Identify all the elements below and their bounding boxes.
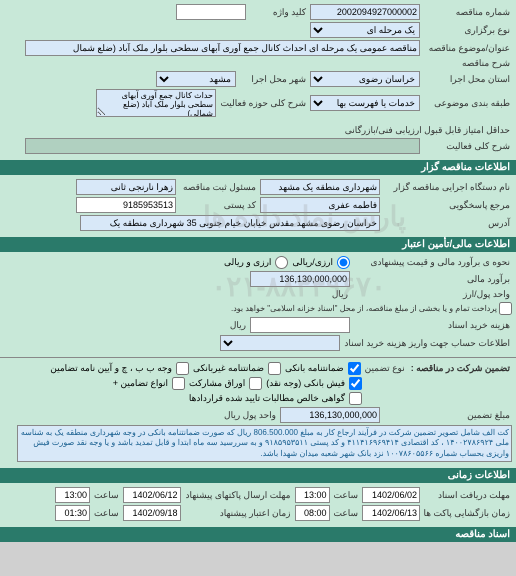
tender-info-section: شماره مناقصه کلید واژه نوع برگزاری یک مر…: [0, 0, 516, 160]
method-opt2-label: ارزی و ریالی: [224, 257, 271, 268]
activity-input[interactable]: حداث کانال جمع آوری آبهای سطحی بلوار ملک…: [96, 89, 216, 117]
validity-date-input[interactable]: [123, 505, 181, 521]
send-label: مهلت ارسال پاکتهای پیشنهاد: [183, 490, 293, 501]
estimate-label: برآورد مالی: [352, 274, 512, 285]
province-label: استان محل اجرا: [422, 74, 512, 85]
unit-value: ریال: [330, 289, 350, 300]
timing-header: اطلاعات زمانی: [0, 468, 516, 483]
g-nonbank-label: ضمانتنامه غیربانکی: [193, 363, 264, 374]
g-plus-label: انواع تضامین +: [113, 378, 168, 389]
g-plus-chk[interactable]: [172, 377, 185, 390]
field-input[interactable]: [25, 138, 420, 154]
g-confirmed-label: گواهی خالص مطالبات تایید شده قراردادها: [189, 393, 345, 404]
category-select[interactable]: خدمات یا فهرست بها: [310, 95, 420, 111]
g-bonds-chk[interactable]: [249, 377, 262, 390]
activity-label: شرح کلی حوزه فعالیت: [218, 98, 308, 109]
send-date-input[interactable]: [123, 487, 181, 503]
g-note: کت الف شامل تصویر تضمین شرکت در فرآیند ا…: [17, 425, 512, 462]
validity-time-input[interactable]: [55, 505, 90, 521]
postcode-label: کد پستی: [178, 200, 258, 211]
field-label: شرح کلی فعالیت: [422, 141, 512, 152]
category-label: طبقه بندی موضوعی: [422, 98, 512, 109]
address-label: آدرس: [382, 218, 512, 229]
doc-buy-input[interactable]: [250, 317, 350, 333]
keyword-input[interactable]: [176, 4, 246, 20]
guarantee-type-label: نوع تضمین: [363, 363, 407, 374]
g-bonds-label: اوراق مشارکت: [189, 378, 245, 389]
receive-time-input[interactable]: [295, 487, 330, 503]
type-select[interactable]: یک مرحله ای: [310, 22, 420, 38]
unit-label: واحد پول/ارز: [352, 289, 512, 300]
open-date-input[interactable]: [362, 505, 420, 521]
tenderer-header: اطلاعات مناقصه گزار: [0, 160, 516, 175]
open-label: زمان بازگشایی پاکت ها: [422, 508, 512, 519]
send-time-input[interactable]: [55, 487, 90, 503]
guarantee-section: تضمین شرکت در مناقصه : نوع تضمین ضمانتنا…: [0, 357, 516, 468]
g-amount-input[interactable]: [280, 407, 380, 423]
resp-label: مرجع پاسخگویی: [382, 200, 512, 211]
g-receipt-label: فیش بانکی (وجه نقد): [266, 378, 345, 389]
time-label-1: ساعت: [332, 490, 361, 501]
type-label: نوع برگزاری: [422, 25, 512, 36]
org-input[interactable]: [260, 179, 380, 195]
rial-suffix: ریال: [228, 320, 248, 331]
g-confirmed-chk[interactable]: [349, 392, 362, 405]
financial-header: اطلاعات مالی/تأمین اعتبار: [0, 237, 516, 252]
financial-section: نحوه ی برآورد مالی و قیمت پیشنهادی ارزی/…: [0, 252, 516, 357]
payment-note: پرداخت تمام و یا بخشی از مبلغ مناقصه، از…: [37, 304, 497, 313]
method-radio-1[interactable]: [337, 256, 350, 269]
time-label-3: ساعت: [332, 508, 361, 519]
estimate-input[interactable]: [250, 271, 350, 287]
account-label: اطلاعات حساب جهت واریز هزینه خرید اسناد: [342, 338, 512, 349]
reg-label: مسئول ثبت مناقصه: [178, 182, 258, 193]
account-select[interactable]: [220, 335, 340, 351]
tenderer-section: نام دستگاه اجرایی مناقصه گزار مسئول ثبت …: [0, 175, 516, 237]
g-unit-label: واحد پول ریال: [222, 410, 278, 421]
method-label: نحوه ی برآورد مالی و قیمت پیشنهادی: [352, 257, 512, 268]
receive-label: مهلت دریافت اسناد: [422, 490, 512, 501]
g-bank-chk[interactable]: [348, 362, 361, 375]
receive-date-input[interactable]: [362, 487, 420, 503]
timing-section: مهلت دریافت اسناد ساعت مهلت ارسال پاکتها…: [0, 483, 516, 527]
time-label-2: ساعت: [92, 490, 121, 501]
org-label: نام دستگاه اجرایی مناقصه گزار: [382, 182, 512, 193]
city-label: شهر محل اجرا: [238, 74, 308, 85]
method-radio-2[interactable]: [275, 256, 288, 269]
number-label: شماره مناقصه: [422, 7, 512, 18]
validity-label: زمان اعتبار پیشنهاد: [183, 508, 293, 519]
subject-input[interactable]: [25, 40, 420, 56]
province-select[interactable]: خراسان رضوی: [310, 71, 420, 87]
address-input[interactable]: [80, 215, 380, 231]
open-time-input[interactable]: [295, 505, 330, 521]
city-select[interactable]: مشهد: [156, 71, 236, 87]
time-label-4: ساعت: [92, 508, 121, 519]
g-receipt-chk[interactable]: [349, 377, 362, 390]
g-check-label: وجه ب ب ، چ و آیین نامه تضامین: [50, 363, 172, 374]
number-input[interactable]: [310, 4, 420, 20]
postcode-input[interactable]: [76, 197, 176, 213]
reg-input[interactable]: [76, 179, 176, 195]
g-nonbank-chk[interactable]: [268, 362, 281, 375]
guarantee-header: تضمین شرکت در مناقصه :: [409, 363, 512, 374]
g-amount-label: مبلغ تضمین: [382, 410, 512, 421]
g-check-chk[interactable]: [176, 362, 189, 375]
desc-label: شرح مناقصه: [422, 58, 512, 69]
keyword-label: کلید واژه: [248, 7, 308, 18]
payment-checkbox[interactable]: [499, 302, 512, 315]
docs-header: اسناد مناقصه: [0, 527, 516, 542]
resp-input[interactable]: [260, 197, 380, 213]
method-opt1-label: ارزی/ریالی: [292, 257, 333, 268]
doc-buy-label: هزینه خرید اسناد: [352, 320, 512, 331]
g-bank-label: ضمانتنامه بانکی: [285, 363, 344, 374]
subject-label: عنوان/موضوع مناقصه: [422, 43, 512, 54]
min-score-label: حداقل امتیاز قابل قبول ارزیابی فنی/بازرگ…: [343, 125, 512, 136]
